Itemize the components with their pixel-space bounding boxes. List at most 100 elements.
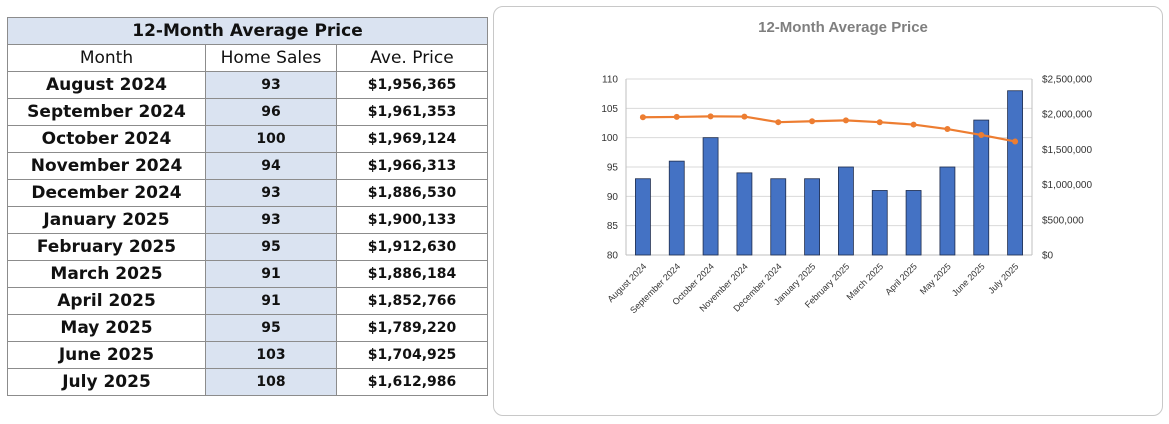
- price-point: [944, 126, 951, 133]
- table-title: 12-Month Average Price: [6, 17, 489, 45]
- price-point: [707, 113, 714, 120]
- home-sales-cell: 91: [205, 287, 337, 315]
- ave-price-cell: $1,966,313: [335, 152, 489, 180]
- home-sales-cell: 95: [205, 233, 337, 261]
- home-sales-cell: 94: [205, 152, 337, 180]
- x-tick-label: April 2025: [883, 261, 919, 297]
- table-row: October 2024 100 $1,969,124: [7, 125, 489, 153]
- month-cell: March 2025: [7, 260, 206, 288]
- combo-chart: 12-Month Average Price 80 85 90 95 100 105 110…: [601, 19, 1092, 315]
- home-sales-cell: 108: [205, 368, 337, 396]
- home-sales-cell: 96: [205, 98, 337, 126]
- month-cell: October 2024: [7, 125, 206, 153]
- table-row: January 2025 93 $1,900,133: [7, 206, 489, 234]
- month-cell: June 2025: [7, 341, 206, 369]
- table-row: March 2025 91 $1,886,184: [7, 260, 489, 288]
- price-point: [673, 113, 680, 120]
- table-body: August 2024 93 $1,956,365 September 2024 96 $…: [7, 71, 489, 396]
- table-row: September 2024 96 $1,961,353: [7, 98, 489, 126]
- y-left-tick-label: 90: [607, 192, 619, 203]
- ave-price-cell: $1,956,365: [335, 71, 489, 99]
- ave-price-cell: $1,789,220: [335, 314, 489, 342]
- x-tick-label: May 2025: [918, 261, 953, 296]
- column-header-ave-price: Ave. Price: [335, 44, 489, 72]
- ave-price-cell: $1,852,766: [335, 287, 489, 315]
- ave-price-cell: $1,886,184: [335, 260, 489, 288]
- y-right-tick-label: $2,000,000: [1042, 110, 1092, 121]
- month-cell: September 2024: [7, 98, 206, 126]
- month-cell: February 2025: [7, 233, 206, 261]
- table-row: November 2024 94 $1,966,313: [7, 152, 489, 180]
- y-right-tick-label: $1,000,000: [1042, 180, 1092, 191]
- price-point: [842, 117, 849, 124]
- table-row: May 2025 95 $1,789,220: [7, 314, 489, 342]
- chart-title: 12-Month Average Price: [758, 19, 928, 36]
- ave-price-cell: $1,969,124: [335, 125, 489, 153]
- home-sales-cell: 93: [205, 206, 337, 234]
- y-left-tick-label: 80: [607, 251, 619, 262]
- home-sales-cell: 91: [205, 260, 337, 288]
- bar: [905, 190, 922, 256]
- price-point: [741, 113, 748, 120]
- y-right-tick-label: $1,500,000: [1042, 145, 1092, 156]
- table-row: April 2025 91 $1,852,766: [7, 287, 489, 315]
- month-cell: November 2024: [7, 152, 206, 180]
- price-point: [876, 119, 883, 126]
- y-right-tick-label: $2,500,000: [1042, 75, 1092, 86]
- home-sales-cell: 93: [205, 71, 337, 99]
- bar: [973, 119, 990, 256]
- price-point: [775, 119, 782, 126]
- bar: [668, 160, 685, 256]
- table-row: August 2024 93 $1,956,365: [7, 71, 489, 99]
- column-header-month: Month: [7, 44, 206, 72]
- price-point: [1012, 138, 1019, 145]
- y-right-tick-label: $500,000: [1042, 215, 1084, 226]
- x-tick-label: June 2025: [950, 261, 987, 298]
- month-cell: December 2024: [7, 179, 206, 207]
- ave-price-cell: $1,912,630: [335, 233, 489, 261]
- table-row: June 2025 103 $1,704,925: [7, 341, 489, 369]
- month-cell: May 2025: [7, 314, 206, 342]
- x-tick-label: March 2025: [844, 261, 885, 302]
- column-header-home-sales: Home Sales: [205, 44, 337, 72]
- bar: [702, 137, 719, 256]
- ave-price-cell: $1,961,353: [335, 98, 489, 126]
- ave-price-cell: $1,704,925: [335, 341, 489, 369]
- y-left-tick-label: 95: [607, 163, 619, 174]
- bar: [871, 190, 888, 256]
- bar: [770, 178, 787, 256]
- month-cell: July 2025: [7, 368, 206, 396]
- ave-price-cell: $1,886,530: [335, 179, 489, 207]
- home-sales-cell: 103: [205, 341, 337, 369]
- month-cell: January 2025: [7, 206, 206, 234]
- bar: [939, 166, 956, 256]
- ave-price-cell: $1,612,986: [335, 368, 489, 396]
- price-point: [639, 114, 646, 121]
- bar: [804, 178, 820, 256]
- month-cell: August 2024: [7, 71, 206, 99]
- price-line: [642, 115, 1016, 143]
- table-row: February 2025 95 $1,912,630: [7, 233, 489, 261]
- table-row: July 2025 108 $1,612,986: [7, 368, 489, 396]
- y-left-tick-label: 100: [601, 133, 618, 144]
- bar: [736, 172, 753, 256]
- y-left-tick-label: 105: [601, 104, 618, 115]
- x-tick-label: July 2025: [986, 261, 1020, 295]
- y-left-tick-label: 110: [602, 75, 618, 86]
- bar: [838, 166, 854, 256]
- home-sales-cell: 95: [205, 314, 337, 342]
- chart-card: 12-Month Average Price 80 85 90 95 100 105 110…: [493, 6, 1163, 416]
- table-row: December 2024 93 $1,886,530: [7, 179, 489, 207]
- home-sales-cell: 100: [205, 125, 337, 153]
- ave-price-cell: $1,900,133: [335, 206, 489, 234]
- price-point: [809, 118, 816, 125]
- y-right-tick-label: $0: [1042, 251, 1054, 262]
- month-cell: April 2025: [7, 287, 206, 315]
- home-sales-cell: 93: [205, 179, 337, 207]
- price-point: [910, 121, 917, 128]
- price-table: 12-Month Average Price Month Home Sales …: [6, 17, 489, 396]
- y-left-tick-label: 85: [607, 221, 619, 232]
- bar: [1007, 90, 1023, 256]
- price-point: [978, 131, 985, 138]
- bar: [635, 178, 651, 256]
